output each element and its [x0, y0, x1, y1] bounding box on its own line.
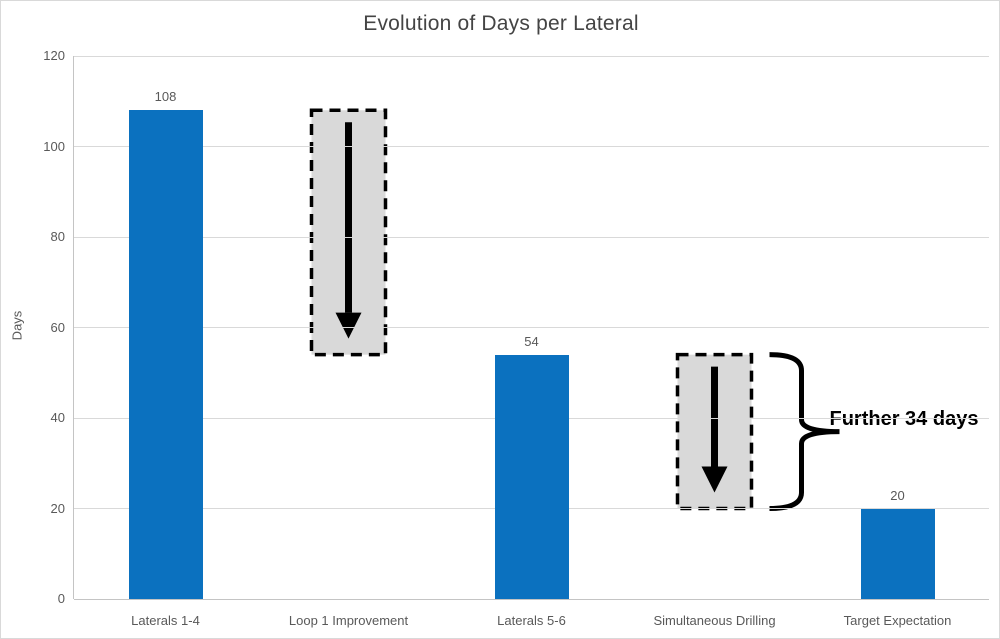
x-axis-label: Laterals 5-6 [497, 613, 566, 628]
y-tick-label: 100 [43, 138, 65, 154]
bar-value-label: 54 [524, 333, 539, 349]
chart-title: Evolution of Days per Lateral [363, 12, 639, 35]
y-tick-label: 120 [43, 48, 65, 63]
gridline [74, 327, 989, 328]
y-tick-label: 40 [50, 410, 65, 425]
gridline [74, 236, 989, 238]
gridline [74, 55, 989, 57]
y-tick-label: 60 [50, 319, 65, 335]
bar-value-label: 20 [890, 487, 905, 503]
gridline [74, 146, 989, 147]
bar [494, 354, 569, 599]
x-axis-label: Target Expectation [843, 613, 952, 628]
brace [769, 352, 840, 511]
x-axis-label: Laterals 1-4 [131, 613, 200, 628]
x-axis-label: Simultaneous Drilling [653, 613, 776, 628]
brace-label: Further 34 days [829, 407, 979, 430]
bar-value-label: 108 [154, 89, 177, 105]
y-tick-label: 80 [50, 229, 65, 244]
y-axis-line [73, 56, 74, 599]
bar [860, 508, 935, 599]
x-axis-line [74, 598, 989, 600]
bar [128, 110, 203, 599]
y-tick-label: 0 [57, 591, 65, 606]
down-arrow-head [701, 466, 728, 493]
y-tick-label: 20 [50, 500, 65, 516]
down-arrow-head [335, 312, 362, 339]
x-axis-label: Loop 1 Improvement [288, 613, 409, 628]
